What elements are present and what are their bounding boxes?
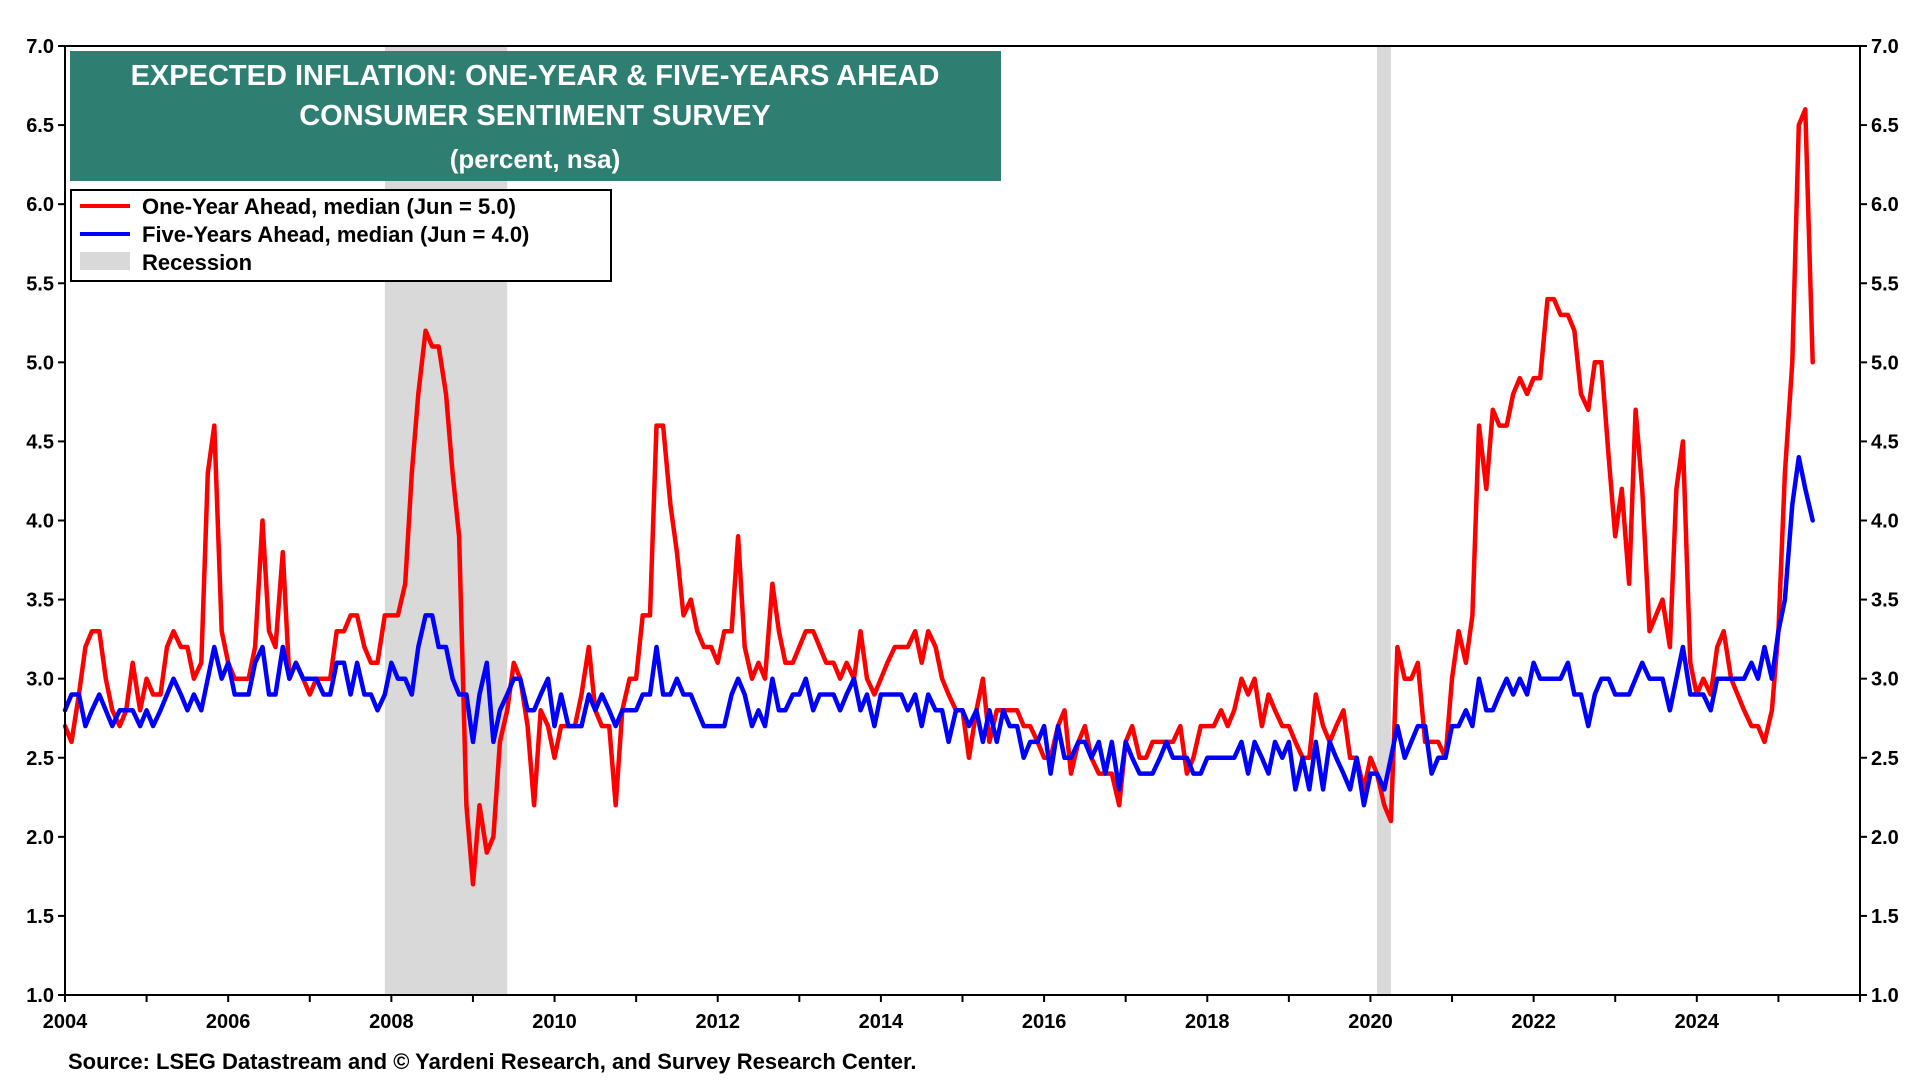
series-lines — [62, 107, 1815, 887]
y-tick-label-left: 5.5 — [26, 273, 54, 295]
y-tick-label-left: 6.0 — [26, 194, 54, 216]
plot-frame — [64, 45, 1861, 996]
y-tick-label-left: 1.0 — [26, 985, 54, 1007]
x-tick-label: 2006 — [206, 1011, 251, 1033]
x-tick-label: 2020 — [1348, 1011, 1393, 1033]
y-tick-label-right: 5.5 — [1871, 273, 1899, 295]
series-line-five-year — [62, 454, 1815, 808]
title-background — [70, 51, 1001, 181]
y-tick-label-left: 5.0 — [26, 352, 54, 374]
y-tick-label-right: 7.0 — [1871, 36, 1899, 58]
legend-label-one-year: One-Year Ahead, median (Jun = 5.0) — [142, 194, 516, 219]
legend-swatch-recession — [80, 252, 130, 270]
x-tick-label: 2008 — [369, 1011, 414, 1033]
legend: One-Year Ahead, median (Jun = 5.0) Five-… — [70, 189, 612, 282]
y-tick-label-right: 2.5 — [1871, 748, 1899, 770]
title-line-1: EXPECTED INFLATION: ONE-YEAR & FIVE-YEAR… — [131, 60, 940, 92]
y-tick-label-right: 4.5 — [1871, 431, 1899, 453]
y-tick-label-left: 6.5 — [26, 115, 54, 137]
title-line-2: CONSUMER SENTIMENT SURVEY — [299, 100, 771, 132]
y-tick-label-left: 3.0 — [26, 669, 54, 691]
x-tick-label: 2004 — [43, 1011, 88, 1033]
y-tick-label-left: 2.5 — [26, 748, 54, 770]
title-box: EXPECTED INFLATION: ONE-YEAR & FIVE-YEAR… — [70, 51, 1001, 181]
y-tick-label-right: 2.0 — [1871, 827, 1899, 849]
x-tick-label: 2022 — [1511, 1011, 1556, 1033]
legend-label-recession: Recession — [142, 250, 252, 275]
y-tick-label-left: 7.0 — [26, 36, 54, 58]
source-note: Source: LSEG Datastream and © Yardeni Re… — [68, 1049, 917, 1074]
y-tick-label-left: 2.0 — [26, 827, 54, 849]
x-tick-label: 2018 — [1185, 1011, 1230, 1033]
y-tick-label-left: 1.5 — [26, 906, 54, 928]
plot-border — [64, 45, 1861, 996]
legend-label-five-year: Five-Years Ahead, median (Jun = 4.0) — [142, 222, 529, 247]
y-tick-label-left: 4.5 — [26, 431, 54, 453]
y-tick-label-left: 3.5 — [26, 590, 54, 612]
y-tick-label-right: 6.5 — [1871, 115, 1899, 137]
y-tick-label-right: 1.5 — [1871, 906, 1899, 928]
y-tick-label-left: 4.0 — [26, 511, 54, 533]
y-tick-label-right: 6.0 — [1871, 194, 1899, 216]
y-tick-label-right: 5.0 — [1871, 352, 1899, 374]
x-tick-label: 2016 — [1022, 1011, 1067, 1033]
recession-band-1 — [1376, 46, 1391, 995]
y-tick-label-right: 1.0 — [1871, 985, 1899, 1007]
y-tick-label-right: 4.0 — [1871, 511, 1899, 533]
y-tick-label-right: 3.5 — [1871, 590, 1899, 612]
x-tick-label: 2024 — [1675, 1011, 1720, 1033]
x-tick-label: 2010 — [532, 1011, 577, 1033]
series-line-one-year — [62, 107, 1815, 887]
x-tick-label: 2014 — [859, 1011, 904, 1033]
recession-bands — [384, 46, 1391, 995]
x-tick-label: 2012 — [695, 1011, 740, 1033]
y-tick-label-right: 3.0 — [1871, 669, 1899, 691]
title-line-3: (percent, nsa) — [450, 144, 621, 174]
axes: 1.0 1.0 1.5 1.5 2.0 2.0 2.5 2.5 3.0 3.0 3.5 3.5 4.0 4… — [26, 36, 1899, 1033]
legend-box — [70, 189, 612, 282]
